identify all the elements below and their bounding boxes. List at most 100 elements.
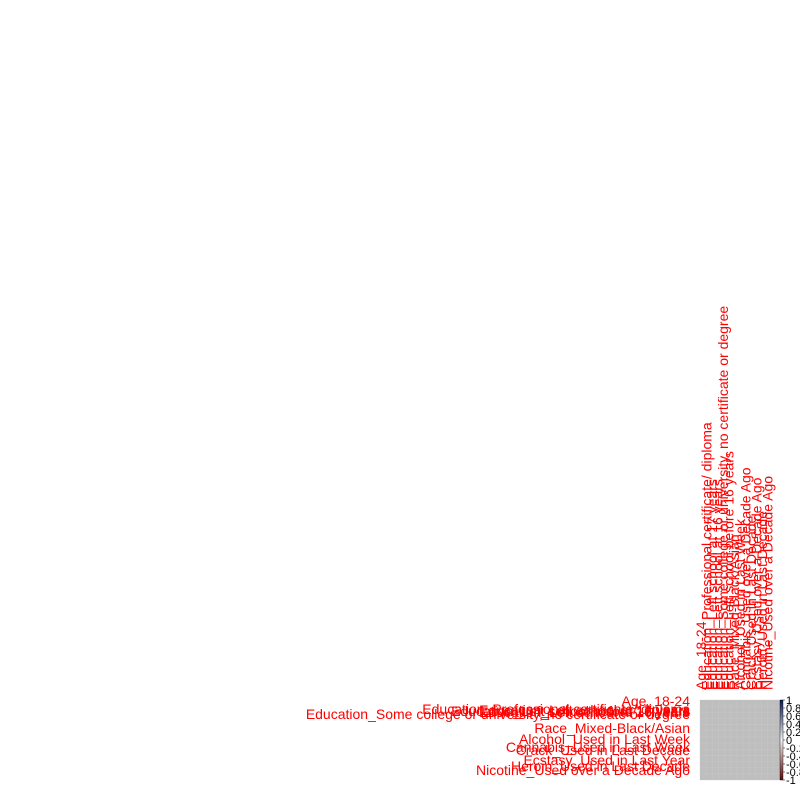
heatmap-cell xyxy=(761,767,768,774)
heatmap-cell xyxy=(730,712,738,719)
heatmap-cell xyxy=(730,736,738,744)
colorbar-tick-label: -0.4 xyxy=(786,751,800,763)
heatmap-cell xyxy=(712,712,719,719)
heatmap-cell xyxy=(742,761,750,768)
heatmap-cell xyxy=(736,761,744,768)
heatmap-cell xyxy=(749,736,756,744)
heatmap-cell xyxy=(742,773,750,781)
heatmap-cell xyxy=(724,755,731,762)
heatmap-cell xyxy=(730,724,738,731)
heatmap-cell xyxy=(730,761,738,768)
row-label: Crack_Used in Last Decade xyxy=(516,742,691,758)
heatmap-cell xyxy=(749,724,756,731)
heatmap-cell xyxy=(761,736,768,744)
colorbar-tick-label: -0.8 xyxy=(786,767,800,779)
heatmap-cell xyxy=(761,761,768,768)
heatmap-cell xyxy=(767,724,774,731)
heatmap-cell xyxy=(773,742,781,750)
heatmap-cell xyxy=(749,712,756,719)
column-label: Crack_Used in Last Decade xyxy=(743,515,759,690)
heatmap-cell xyxy=(767,742,774,750)
heatmap-cell xyxy=(742,712,750,719)
heatmap-cell xyxy=(718,712,725,719)
heatmap-cell xyxy=(718,767,725,774)
heatmap-cell xyxy=(724,736,731,744)
heatmap-cell xyxy=(730,767,738,774)
heatmap-cell xyxy=(755,755,762,762)
heatmap-cell xyxy=(773,755,781,762)
heatmap-cell xyxy=(712,742,719,750)
heatmap-cell xyxy=(736,718,744,725)
heatmap-cell xyxy=(755,773,762,781)
colorbar-tick-label: 0.6 xyxy=(786,711,800,723)
heatmap-cell xyxy=(706,761,713,768)
heatmap-cell xyxy=(749,718,756,725)
heatmap-cell xyxy=(742,736,750,744)
row-label: Ecstasy_Used in Last Year xyxy=(523,752,690,768)
colorbar-strip xyxy=(779,699,784,781)
heatmap-cell xyxy=(718,749,725,756)
heatmap-cell xyxy=(699,712,707,719)
heatmap-cell xyxy=(724,706,731,713)
heatmap-cell xyxy=(749,699,756,707)
heatmap-cell xyxy=(699,718,707,725)
heatmap-cell xyxy=(761,742,768,750)
heatmap-cell xyxy=(706,699,713,707)
heatmap-cell xyxy=(761,773,768,781)
colorbar-tick-label: -0.2 xyxy=(786,743,800,755)
heatmap-cell xyxy=(736,773,744,781)
colorbar-tick-label: 0 xyxy=(786,735,792,747)
heatmap-cell xyxy=(736,767,744,774)
colorbar-tick-label: -0.6 xyxy=(786,759,800,771)
heatmap-cell xyxy=(718,730,725,738)
colorbar-tick-label: 1 xyxy=(786,695,792,707)
heatmap-cell xyxy=(724,761,731,768)
heatmap-cell xyxy=(699,706,707,713)
row-label: Alcohol_Used in Last Week xyxy=(519,731,691,747)
heatmap-cell xyxy=(761,712,768,719)
heatmap-cell xyxy=(724,773,731,781)
heatmap-cell xyxy=(755,730,762,738)
heatmap-cell xyxy=(730,742,738,750)
heatmap-cell xyxy=(749,730,756,738)
heatmap-cell xyxy=(712,767,719,774)
heatmap-cell xyxy=(761,749,768,756)
heatmap-cell xyxy=(706,718,713,725)
heatmap-cell xyxy=(706,742,713,750)
heatmap-cell xyxy=(736,699,744,707)
heatmap-cell xyxy=(761,755,768,762)
heatmap-cell xyxy=(712,736,719,744)
heatmap-cell xyxy=(699,742,707,750)
heatmap-cell xyxy=(724,742,731,750)
heatmap-cell xyxy=(742,755,750,762)
heatmap-cell xyxy=(767,736,774,744)
heatmap-cell xyxy=(767,761,774,768)
row-label: Education_Left school at 17 years xyxy=(479,702,690,718)
heatmap-cell xyxy=(755,749,762,756)
column-label: Education_Professional certificate/ dipl… xyxy=(699,422,715,690)
heatmap-cells xyxy=(699,699,781,781)
heatmap-cell xyxy=(706,773,713,781)
heatmap-cell xyxy=(699,773,707,781)
column-label: Education_Some college or university, no… xyxy=(715,306,731,690)
heatmap-cell xyxy=(767,699,774,707)
heatmap-cell xyxy=(730,706,738,713)
heatmap-cell xyxy=(742,699,750,707)
heatmap-cell xyxy=(773,736,781,744)
heatmap-cell xyxy=(730,749,738,756)
colorbar-tick-label: 0.4 xyxy=(786,719,800,731)
heatmap-cell xyxy=(724,724,731,731)
heatmap-cell xyxy=(718,718,725,725)
row-label: Race_Mixed-Black/Asian xyxy=(534,720,690,736)
heatmap-cell xyxy=(755,736,762,744)
heatmap-cell xyxy=(773,712,781,719)
row-label: Nicotine_Used over a Decade Ago xyxy=(476,762,690,778)
row-label: Heroin_Used in Last Decade xyxy=(511,758,690,774)
heatmap-cell xyxy=(712,699,719,707)
heatmap-cell xyxy=(730,718,738,725)
heatmap-cell xyxy=(712,761,719,768)
heatmap-cell xyxy=(773,767,781,774)
heatmap-cell xyxy=(767,712,774,719)
